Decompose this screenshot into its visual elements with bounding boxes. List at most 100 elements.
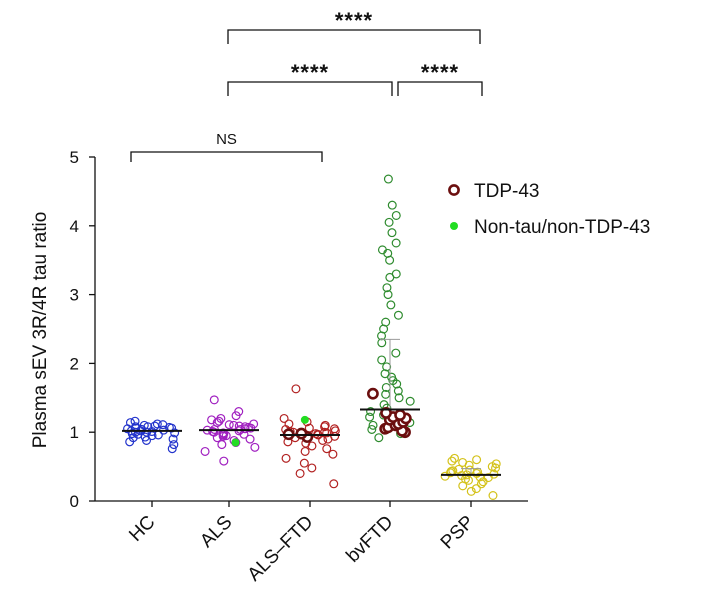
tdp43-point bbox=[394, 409, 406, 421]
data-point bbox=[382, 362, 392, 372]
data-point bbox=[383, 290, 393, 300]
legend: TDP-43 Non-tau/non-TDP-43 bbox=[448, 181, 650, 238]
comparison-label: NS bbox=[216, 131, 237, 148]
data-point bbox=[382, 283, 392, 293]
x-tick-label: ALS bbox=[196, 512, 236, 552]
data-point bbox=[281, 453, 291, 463]
comparison-label: **** bbox=[291, 60, 329, 85]
data-point bbox=[491, 459, 501, 469]
data-point bbox=[380, 369, 390, 379]
data-point bbox=[200, 446, 210, 456]
axes: 0 1 2 3 4 5 HC ALS ALS–FTD bvFTD PSP bbox=[70, 148, 528, 586]
y-tick-label: 0 bbox=[70, 492, 79, 511]
comparison-bracket bbox=[227, 29, 481, 44]
y-tick-label: 2 bbox=[70, 354, 79, 373]
data-point bbox=[125, 418, 135, 428]
data-point bbox=[476, 479, 486, 489]
data-point bbox=[320, 427, 330, 437]
data-point bbox=[295, 468, 305, 478]
legend-marker-dot bbox=[450, 222, 458, 230]
data-point bbox=[329, 479, 339, 489]
significance-brackets: NS **** **** **** bbox=[130, 8, 483, 162]
data-point bbox=[208, 427, 218, 437]
data-point bbox=[365, 412, 375, 422]
data-point bbox=[405, 396, 415, 406]
data-point bbox=[447, 456, 457, 466]
data-point bbox=[391, 348, 401, 358]
data-point bbox=[250, 442, 260, 452]
data-point bbox=[284, 419, 294, 429]
data-point bbox=[169, 440, 179, 450]
data-point bbox=[152, 419, 162, 429]
data-point bbox=[387, 228, 397, 238]
legend-label: Non-tau/non-TDP-43 bbox=[474, 217, 650, 238]
data-point bbox=[367, 424, 377, 434]
y-tick-label: 3 bbox=[70, 286, 79, 305]
median-lines bbox=[122, 338, 501, 476]
data-point bbox=[167, 444, 177, 454]
data-point bbox=[307, 463, 317, 473]
data-point bbox=[209, 395, 219, 405]
data-point bbox=[391, 238, 401, 248]
data-point bbox=[450, 453, 460, 463]
comparison-bracket bbox=[397, 81, 483, 96]
data-point bbox=[488, 490, 498, 500]
comparison-bracket bbox=[227, 81, 393, 96]
data-point bbox=[300, 446, 310, 456]
data-point bbox=[377, 245, 387, 255]
data-point bbox=[391, 210, 401, 220]
data-point bbox=[218, 428, 228, 438]
tdp43-point bbox=[380, 407, 392, 419]
x-tick-label: HC bbox=[125, 512, 159, 546]
data-point bbox=[217, 440, 227, 450]
data-point bbox=[170, 428, 180, 438]
data-point bbox=[207, 415, 217, 425]
comparison-label: **** bbox=[421, 60, 459, 85]
data-point bbox=[245, 434, 255, 444]
data-point bbox=[394, 393, 404, 403]
data-point bbox=[383, 174, 393, 184]
nontau-point bbox=[300, 415, 309, 424]
data-point bbox=[299, 458, 309, 468]
data-point bbox=[368, 420, 378, 430]
data-point bbox=[249, 419, 259, 429]
data-point bbox=[322, 444, 332, 454]
legend-label: TDP-43 bbox=[474, 181, 539, 202]
data-point bbox=[386, 300, 396, 310]
comparison-label: **** bbox=[335, 8, 373, 33]
x-tick-label: ALS–FTD bbox=[244, 512, 318, 586]
data-point bbox=[472, 455, 482, 465]
data-point bbox=[318, 435, 328, 445]
data-point bbox=[279, 413, 289, 423]
data-point bbox=[387, 200, 397, 210]
data-point bbox=[291, 384, 301, 394]
data-point bbox=[328, 449, 338, 459]
data-point bbox=[374, 433, 384, 443]
data-point bbox=[130, 416, 140, 426]
data-point bbox=[158, 420, 168, 430]
data-point bbox=[472, 468, 482, 478]
x-tick-label: bvFTD bbox=[342, 512, 397, 567]
data-point bbox=[454, 464, 464, 474]
tdp43-point bbox=[367, 387, 379, 400]
data-point bbox=[219, 456, 229, 466]
data-points bbox=[123, 174, 501, 500]
y-tick-label: 1 bbox=[70, 423, 79, 442]
data-point bbox=[384, 217, 394, 227]
data-point bbox=[224, 420, 234, 430]
data-point bbox=[216, 413, 226, 423]
tdp43-point bbox=[295, 427, 308, 440]
data-point bbox=[471, 484, 481, 494]
data-point bbox=[391, 269, 401, 279]
nontau-point bbox=[231, 438, 240, 447]
data-point bbox=[234, 407, 244, 417]
data-point bbox=[168, 434, 178, 444]
data-point bbox=[393, 310, 403, 320]
comparison-bracket bbox=[130, 151, 323, 162]
y-tick-label: 4 bbox=[70, 217, 79, 236]
y-axis-label: Plasma sEV 3R/4R tau ratio bbox=[30, 212, 51, 449]
data-point bbox=[377, 355, 387, 365]
data-point bbox=[466, 486, 476, 496]
legend-marker-ring bbox=[448, 184, 460, 196]
